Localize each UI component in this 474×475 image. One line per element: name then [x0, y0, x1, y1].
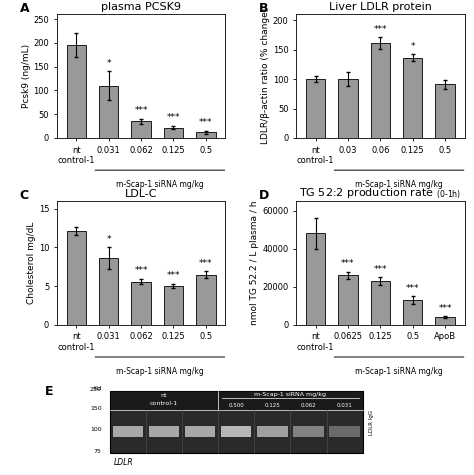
Bar	[67, 231, 86, 325]
Text: 0.500: 0.500	[228, 403, 244, 408]
Text: ***: ***	[374, 265, 387, 274]
Text: *: *	[410, 42, 415, 51]
Bar	[131, 282, 151, 325]
FancyBboxPatch shape	[329, 426, 360, 437]
Text: control-1: control-1	[150, 401, 178, 406]
Text: 150: 150	[90, 406, 102, 411]
Text: 0.031: 0.031	[337, 403, 353, 408]
Text: m-Scap-1 siRNA mg/kg: m-Scap-1 siRNA mg/kg	[116, 367, 204, 376]
Text: *: *	[107, 235, 111, 244]
Title: plasma PCSK9: plasma PCSK9	[101, 2, 181, 12]
FancyBboxPatch shape	[110, 391, 363, 453]
Bar	[306, 233, 325, 325]
FancyBboxPatch shape	[293, 426, 324, 437]
Title: TG 52:2 production rate $\mathregular{_{(0\text{-}1h)}}$: TG 52:2 production rate $\mathregular{_{…	[299, 187, 461, 201]
Bar	[371, 281, 390, 325]
FancyBboxPatch shape	[110, 391, 363, 410]
Bar	[164, 286, 183, 325]
Text: ***: ***	[167, 113, 180, 122]
Text: Kd: Kd	[93, 386, 102, 391]
Title: Liver LDLR protein: Liver LDLR protein	[329, 2, 432, 12]
Text: ***: ***	[341, 259, 355, 268]
Text: m-Scap-1 siRNA mg/kg: m-Scap-1 siRNA mg/kg	[116, 180, 204, 189]
Bar	[403, 58, 422, 138]
Text: ***: ***	[134, 266, 148, 276]
Text: nt: nt	[161, 393, 167, 399]
Bar	[196, 275, 216, 325]
Text: B: B	[259, 2, 268, 15]
Bar	[164, 127, 183, 138]
Bar	[338, 79, 357, 138]
Text: ***: ***	[199, 259, 213, 268]
Bar	[99, 86, 118, 138]
Bar	[99, 258, 118, 325]
FancyBboxPatch shape	[149, 426, 179, 437]
Bar	[306, 79, 325, 138]
Bar	[67, 45, 86, 138]
FancyBboxPatch shape	[113, 426, 143, 437]
Text: ***: ***	[199, 118, 213, 127]
Text: ***: ***	[374, 25, 387, 34]
FancyBboxPatch shape	[221, 426, 251, 437]
Text: ***: ***	[406, 284, 419, 293]
FancyBboxPatch shape	[257, 426, 288, 437]
Bar	[371, 43, 390, 138]
Y-axis label: LDLR/β-actin ratio (% change): LDLR/β-actin ratio (% change)	[261, 8, 270, 144]
Text: A: A	[20, 2, 29, 15]
FancyBboxPatch shape	[185, 426, 215, 437]
Text: 250: 250	[90, 388, 102, 392]
Y-axis label: Cholesterol mg/dL: Cholesterol mg/dL	[27, 222, 36, 304]
Bar	[435, 317, 455, 325]
Title: LDL-C: LDL-C	[125, 189, 157, 199]
Text: 100: 100	[90, 427, 102, 432]
Text: 0.125: 0.125	[264, 403, 280, 408]
Text: 0.062: 0.062	[301, 403, 316, 408]
Bar	[403, 300, 422, 325]
Bar	[338, 276, 357, 325]
Y-axis label: nmol TG 52.2 / L plasma / h: nmol TG 52.2 / L plasma / h	[250, 201, 259, 325]
Text: m-Scap-1 siRNA mg/kg: m-Scap-1 siRNA mg/kg	[255, 391, 327, 397]
Text: 75: 75	[94, 449, 102, 454]
Y-axis label: Pcsk9 (ng/mL): Pcsk9 (ng/mL)	[22, 44, 31, 108]
Text: *: *	[107, 58, 111, 67]
Bar	[131, 121, 151, 138]
Text: m-Scap-1 siRNA mg/kg: m-Scap-1 siRNA mg/kg	[355, 180, 443, 189]
Text: ***: ***	[134, 106, 148, 115]
Text: LDLR: LDLR	[114, 458, 134, 467]
Bar	[435, 85, 455, 138]
Text: LDLR IgG: LDLR IgG	[369, 409, 374, 435]
Text: ***: ***	[167, 271, 180, 280]
Text: m-Scap-1 siRNA mg/kg: m-Scap-1 siRNA mg/kg	[355, 367, 443, 376]
Text: C: C	[20, 189, 29, 202]
Text: E: E	[45, 385, 53, 398]
Bar	[196, 132, 216, 138]
Text: ***: ***	[438, 304, 452, 313]
Text: D: D	[259, 189, 269, 202]
